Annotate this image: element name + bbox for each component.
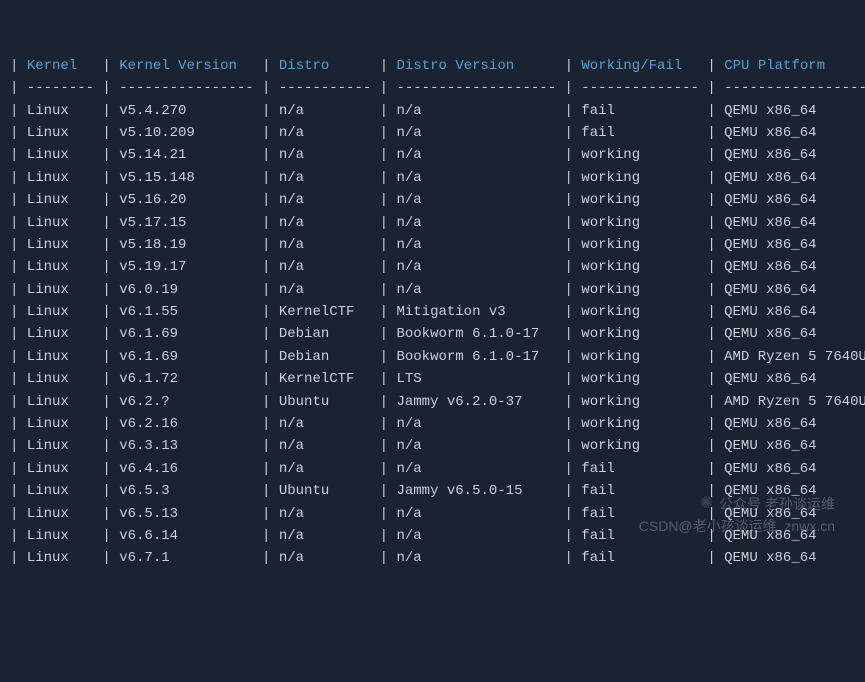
watermark-line-1: ✺ 公众号 老孙谈运维 (700, 491, 835, 517)
wechat-icon: ✺ (700, 491, 713, 517)
watermark-text-1: 公众号 老孙谈运维 (719, 493, 835, 515)
watermark-text-2: CSDN@老小孩谈运维 znwx.cn (639, 515, 835, 537)
watermark-line-2: CSDN@老小孩谈运维 znwx.cn (639, 515, 835, 537)
